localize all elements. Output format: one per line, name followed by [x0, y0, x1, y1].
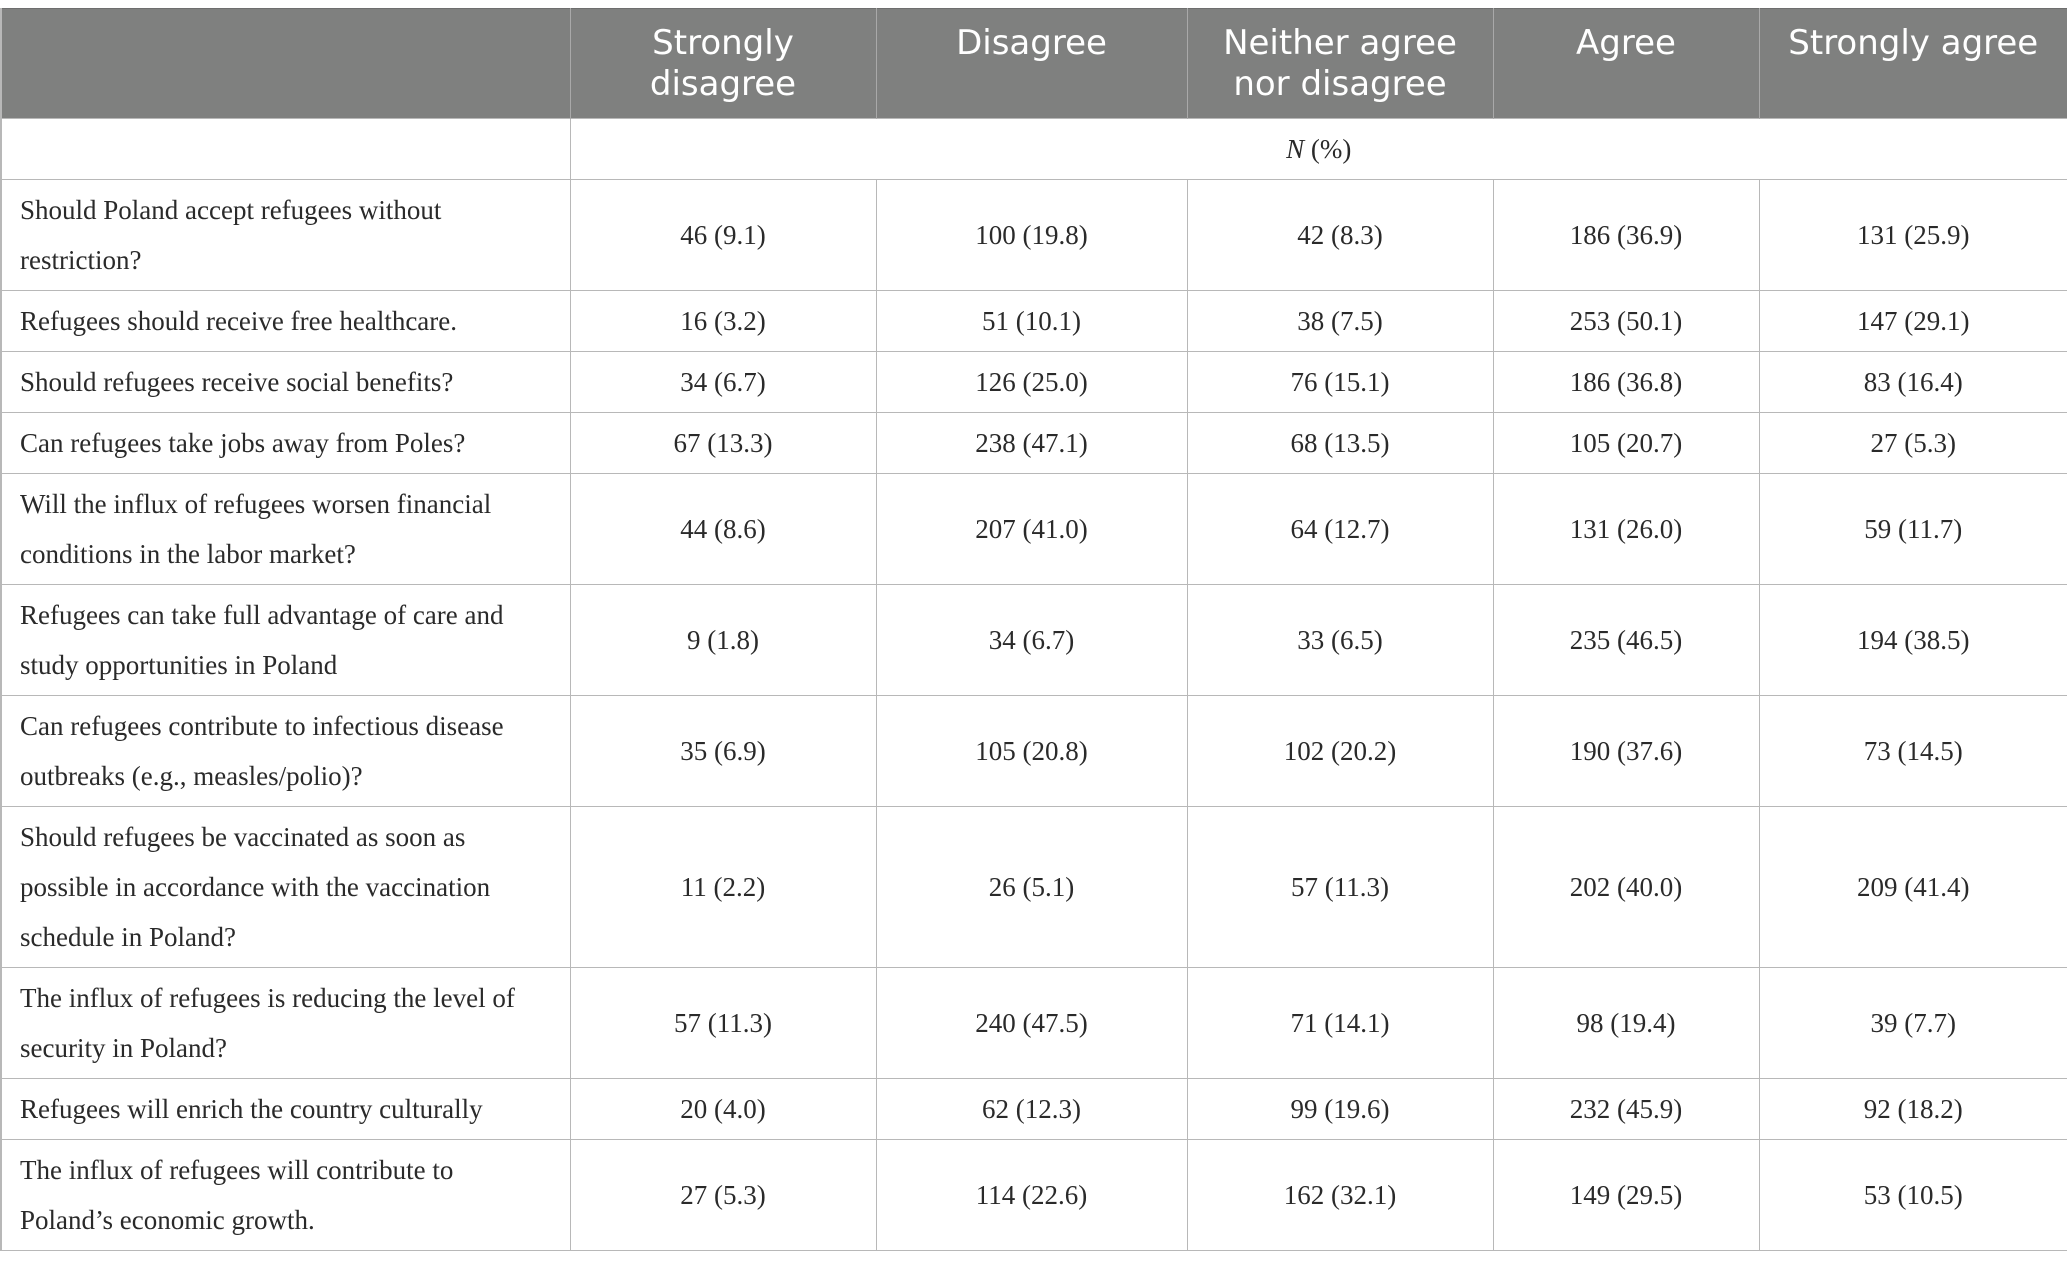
question-cell: Should refugees be vaccinated as soon as…: [0, 806, 571, 968]
value-cell: 44 (8.6): [569, 473, 877, 585]
question-cell: Should refugees receive social benefits?: [0, 351, 571, 413]
value-cell: 20 (4.0): [569, 1078, 877, 1140]
value-cell: 238 (47.1): [875, 412, 1188, 474]
unit-label-n: N: [1286, 134, 1305, 164]
value-cell: 57 (11.3): [1186, 806, 1494, 968]
value-cell: 26 (5.1): [875, 806, 1188, 968]
value-cell: 34 (6.7): [875, 584, 1188, 696]
unit-label: N (%): [569, 118, 2067, 180]
table-row: The influx of refugees will contribute t…: [0, 1139, 2067, 1251]
column-header-strongly-disagree: Strongly disagree: [569, 8, 877, 119]
table-row: The influx of refugees is reducing the l…: [0, 967, 2067, 1079]
value-cell: 71 (14.1): [1186, 967, 1494, 1079]
value-cell: 149 (29.5): [1492, 1139, 1760, 1251]
unit-row-blank-cell: [0, 118, 571, 180]
value-cell: 67 (13.3): [569, 412, 877, 474]
value-cell: 33 (6.5): [1186, 584, 1494, 696]
value-cell: 34 (6.7): [569, 351, 877, 413]
column-header-neither: Neither agree nor disagree: [1186, 8, 1494, 119]
value-cell: 38 (7.5): [1186, 290, 1494, 352]
value-cell: 186 (36.9): [1492, 179, 1760, 291]
value-cell: 105 (20.8): [875, 695, 1188, 807]
question-cell: Refugees will enrich the country cultura…: [0, 1078, 571, 1140]
value-cell: 126 (25.0): [875, 351, 1188, 413]
table-row: Can refugees contribute to infectious di…: [0, 695, 2067, 807]
column-header-question: [1, 8, 571, 119]
value-cell: 102 (20.2): [1186, 695, 1494, 807]
value-cell: 186 (36.8): [1492, 351, 1760, 413]
value-cell: 76 (15.1): [1186, 351, 1494, 413]
question-cell: The influx of refugees will contribute t…: [0, 1139, 571, 1251]
table-row: Should refugees receive social benefits?…: [0, 351, 2067, 413]
question-cell: Refugees can take full advantage of care…: [0, 584, 571, 696]
table-row: Can refugees take jobs away from Poles? …: [0, 412, 2067, 474]
question-cell: Refugees should receive free healthcare.: [0, 290, 571, 352]
value-cell: 27 (5.3): [1758, 412, 2067, 474]
value-cell: 253 (50.1): [1492, 290, 1760, 352]
value-cell: 57 (11.3): [569, 967, 877, 1079]
value-cell: 46 (9.1): [569, 179, 877, 291]
value-cell: 35 (6.9): [569, 695, 877, 807]
value-cell: 51 (10.1): [875, 290, 1188, 352]
column-header-disagree: Disagree: [875, 8, 1188, 119]
value-cell: 62 (12.3): [875, 1078, 1188, 1140]
value-cell: 53 (10.5): [1758, 1139, 2067, 1251]
value-cell: 190 (37.6): [1492, 695, 1760, 807]
table-row: Should refugees be vaccinated as soon as…: [0, 806, 2067, 968]
value-cell: 68 (13.5): [1186, 412, 1494, 474]
value-cell: 131 (25.9): [1758, 179, 2067, 291]
table-row: Refugees can take full advantage of care…: [0, 584, 2067, 696]
header-row: Strongly disagree Disagree Neither agree…: [1, 8, 2067, 119]
unit-row: N (%): [0, 118, 2067, 180]
value-cell: 232 (45.9): [1492, 1078, 1760, 1140]
table-body: N (%) Should Poland accept refugees with…: [0, 118, 2067, 1251]
value-cell: 11 (2.2): [569, 806, 877, 968]
unit-label-percent: (%): [1304, 134, 1352, 164]
table-row: Should Poland accept refugees without re…: [0, 179, 2067, 291]
question-cell: The influx of refugees is reducing the l…: [0, 967, 571, 1079]
value-cell: 240 (47.5): [875, 967, 1188, 1079]
value-cell: 42 (8.3): [1186, 179, 1494, 291]
value-cell: 114 (22.6): [875, 1139, 1188, 1251]
table-row: Will the influx of refugees worsen finan…: [0, 473, 2067, 585]
column-header-agree: Agree: [1492, 8, 1760, 119]
value-cell: 9 (1.8): [569, 584, 877, 696]
question-cell: Will the influx of refugees worsen finan…: [0, 473, 571, 585]
value-cell: 16 (3.2): [569, 290, 877, 352]
table-row: Refugees should receive free healthcare.…: [0, 290, 2067, 352]
value-cell: 92 (18.2): [1758, 1078, 2067, 1140]
value-cell: 194 (38.5): [1758, 584, 2067, 696]
value-cell: 98 (19.4): [1492, 967, 1760, 1079]
value-cell: 39 (7.7): [1758, 967, 2067, 1079]
value-cell: 207 (41.0): [875, 473, 1188, 585]
value-cell: 209 (41.4): [1758, 806, 2067, 968]
value-cell: 99 (19.6): [1186, 1078, 1494, 1140]
table-row: Refugees will enrich the country cultura…: [0, 1078, 2067, 1140]
value-cell: 100 (19.8): [875, 179, 1188, 291]
question-cell: Can refugees take jobs away from Poles?: [0, 412, 571, 474]
value-cell: 202 (40.0): [1492, 806, 1760, 968]
value-cell: 83 (16.4): [1758, 351, 2067, 413]
value-cell: 105 (20.7): [1492, 412, 1760, 474]
table-header: Strongly disagree Disagree Neither agree…: [1, 8, 2067, 119]
value-cell: 131 (26.0): [1492, 473, 1760, 585]
value-cell: 162 (32.1): [1186, 1139, 1494, 1251]
value-cell: 73 (14.5): [1758, 695, 2067, 807]
value-cell: 64 (12.7): [1186, 473, 1494, 585]
value-cell: 59 (11.7): [1758, 473, 2067, 585]
question-cell: Can refugees contribute to infectious di…: [0, 695, 571, 807]
value-cell: 235 (46.5): [1492, 584, 1760, 696]
column-header-strongly-agree: Strongly agree: [1758, 8, 2067, 119]
survey-table: Strongly disagree Disagree Neither agree…: [0, 8, 2067, 1251]
value-cell: 27 (5.3): [569, 1139, 877, 1251]
value-cell: 147 (29.1): [1758, 290, 2067, 352]
question-cell: Should Poland accept refugees without re…: [0, 179, 571, 291]
